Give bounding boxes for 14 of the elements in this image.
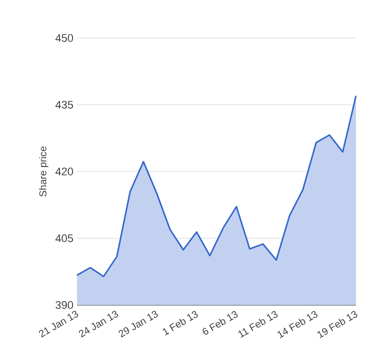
x-tick-label: 19 Feb 13: [317, 311, 358, 338]
y-tick-label: 450: [55, 34, 74, 42]
y-tick-label: 420: [55, 168, 74, 176]
y-tick-label: 435: [55, 100, 74, 109]
y-tick-label: 390: [56, 301, 74, 309]
x-tick-label: 29 Jan 13: [118, 310, 158, 338]
x-tick-label: 1 Feb 13: [162, 311, 198, 336]
x-tick-label: 6 Feb 13: [202, 311, 238, 335]
x-tick-label: 21 Jan 13: [39, 310, 78, 338]
x-tick-label: 24 Jan 13: [78, 310, 118, 338]
x-tick-label: 11 Feb 13: [238, 311, 278, 338]
x-tick-label: 14 Feb 13: [278, 311, 318, 338]
y-tick-label: 405: [55, 234, 74, 242]
y-axis-title: Share price: [39, 146, 48, 197]
